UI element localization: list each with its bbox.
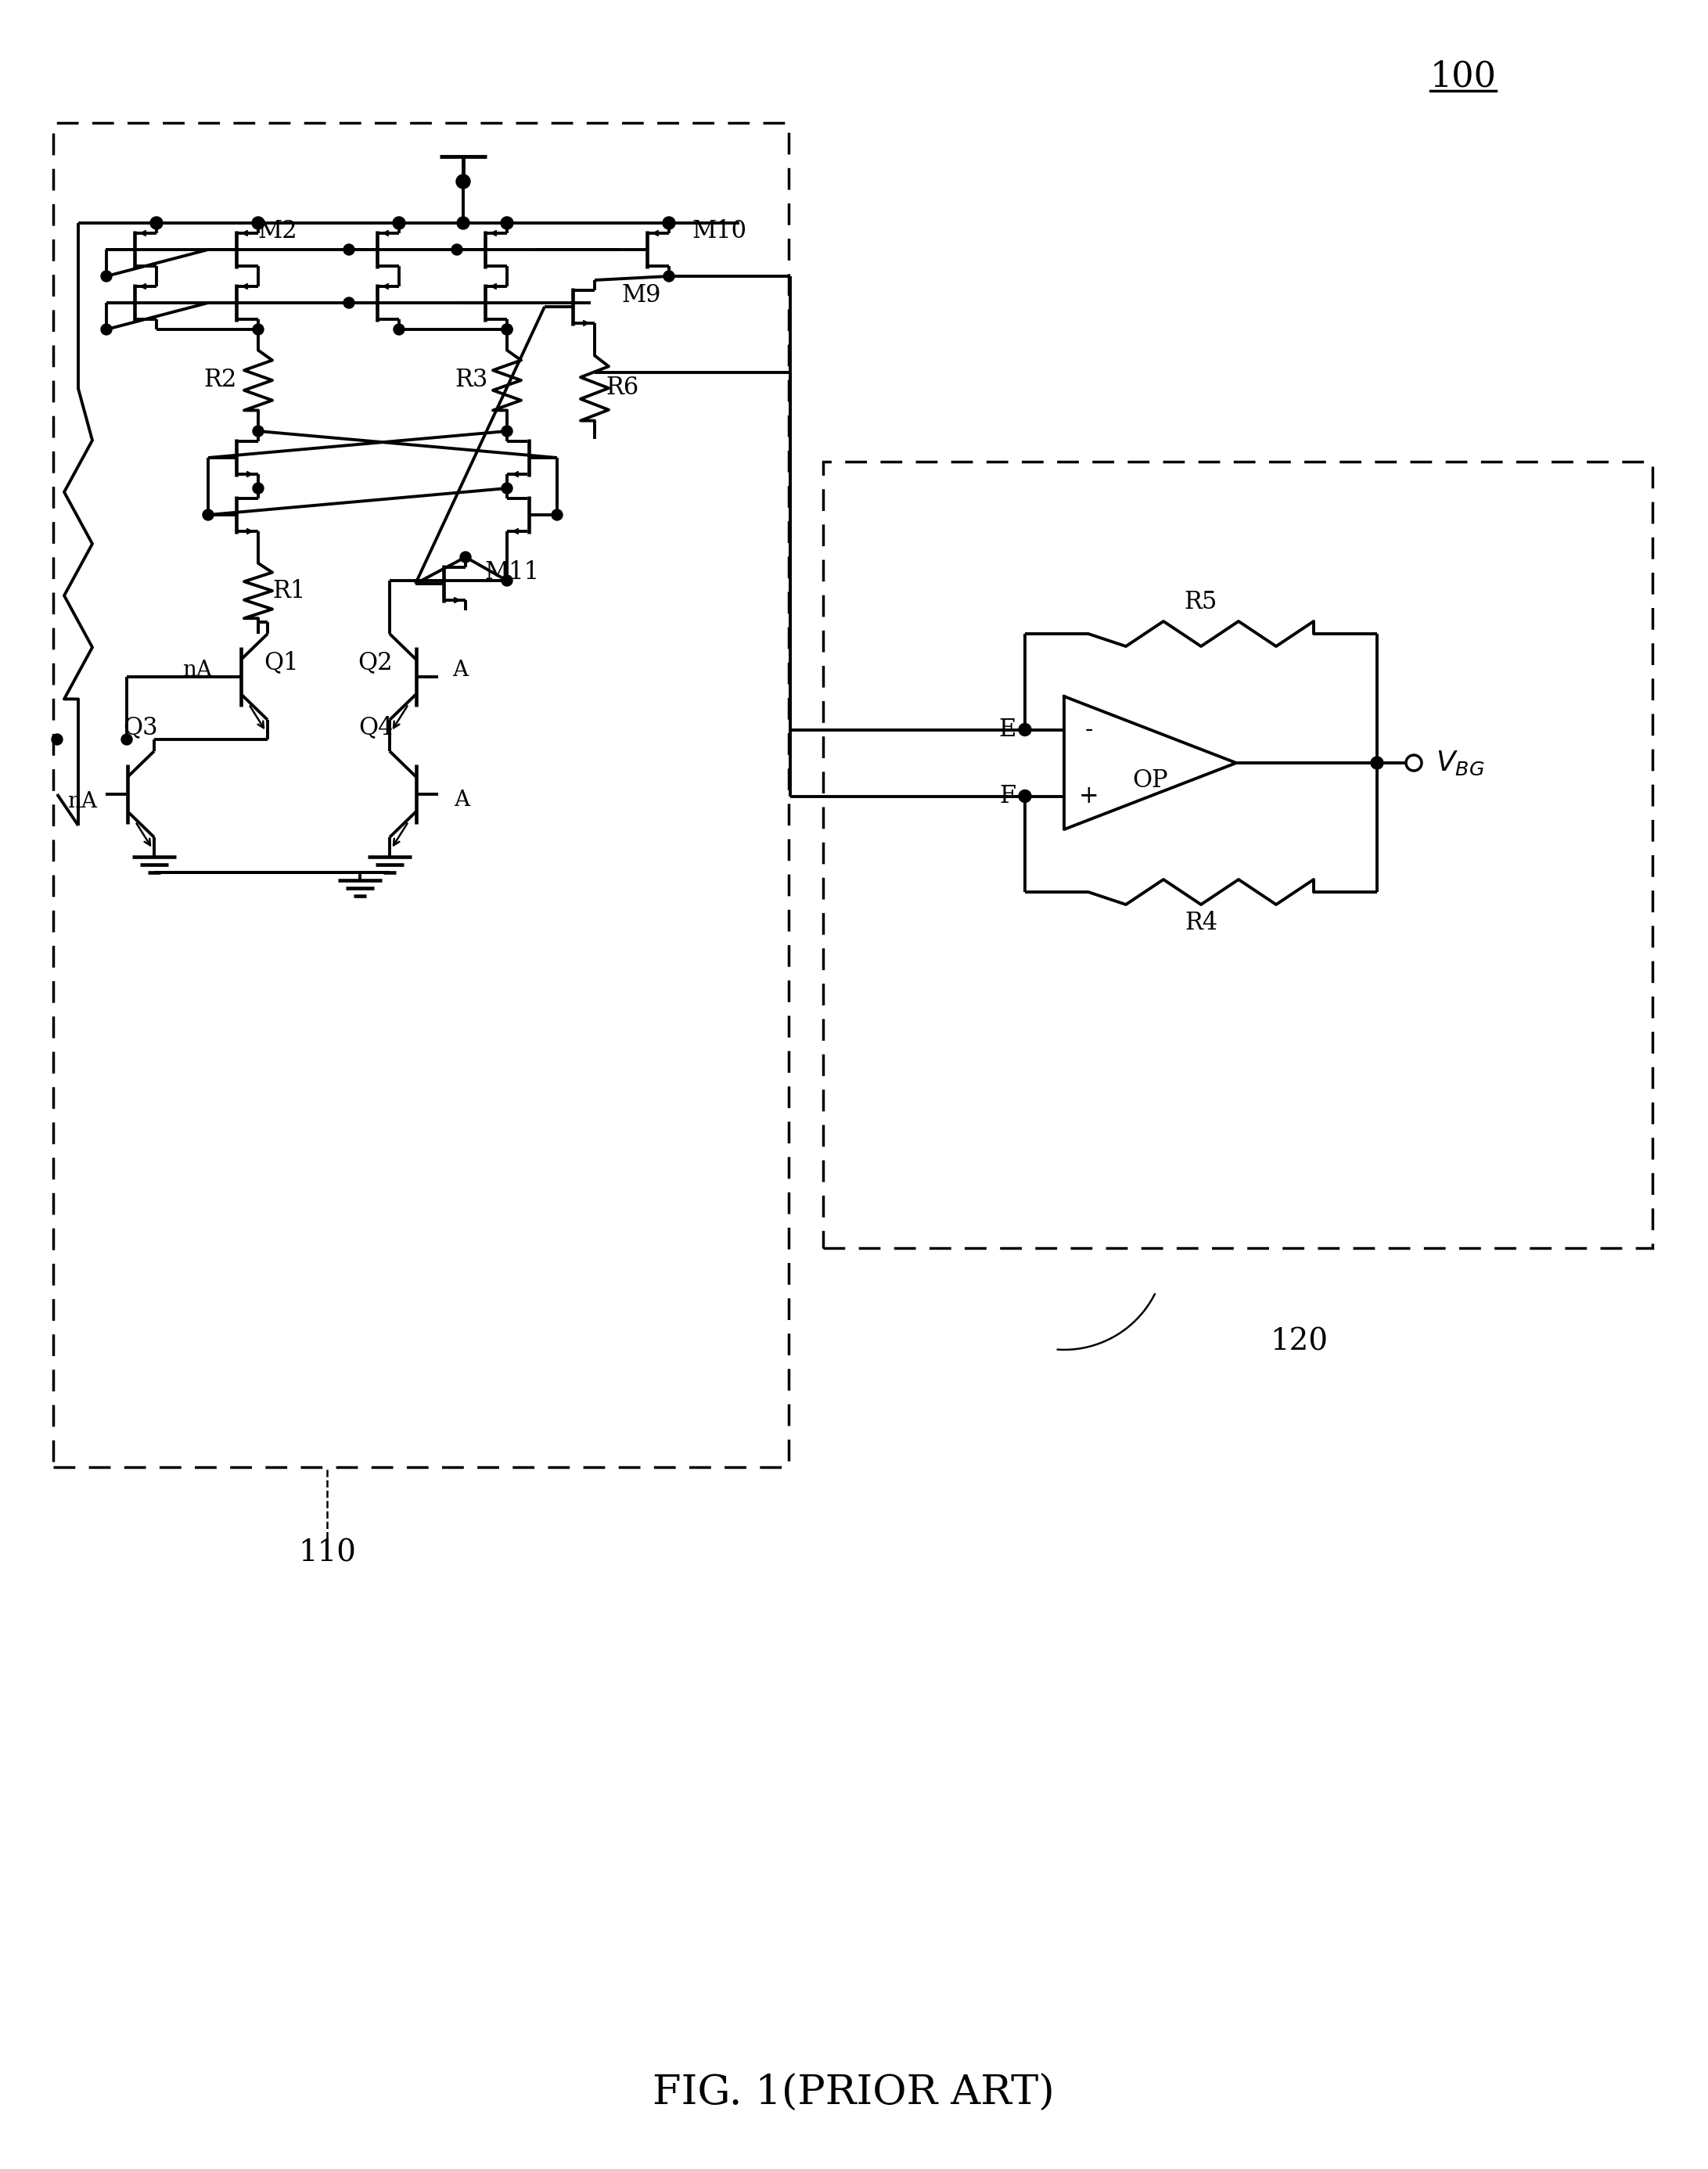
Text: E: E bbox=[999, 718, 1016, 742]
Circle shape bbox=[500, 217, 514, 230]
Text: A: A bbox=[453, 659, 468, 681]
Circle shape bbox=[502, 323, 512, 334]
Text: M10: M10 bbox=[692, 219, 746, 243]
Circle shape bbox=[663, 217, 675, 230]
Circle shape bbox=[253, 323, 263, 334]
Circle shape bbox=[1020, 724, 1030, 735]
Text: F: F bbox=[999, 783, 1016, 809]
Circle shape bbox=[451, 245, 463, 256]
Circle shape bbox=[552, 510, 562, 521]
Text: Q4: Q4 bbox=[359, 716, 393, 740]
Text: Q3: Q3 bbox=[123, 716, 159, 740]
Circle shape bbox=[343, 245, 355, 256]
Text: 120: 120 bbox=[1269, 1327, 1327, 1356]
Circle shape bbox=[502, 484, 512, 495]
Text: 100: 100 bbox=[1430, 61, 1496, 93]
Text: $V_{BG}$: $V_{BG}$ bbox=[1436, 748, 1484, 777]
Text: FIG. 1(PRIOR ART): FIG. 1(PRIOR ART) bbox=[652, 2074, 1054, 2113]
Circle shape bbox=[203, 510, 214, 521]
Circle shape bbox=[51, 733, 63, 744]
Circle shape bbox=[253, 217, 265, 230]
Text: OP: OP bbox=[1132, 768, 1168, 792]
Text: R6: R6 bbox=[606, 375, 639, 401]
Circle shape bbox=[393, 323, 405, 334]
Circle shape bbox=[1020, 792, 1030, 803]
Text: R4: R4 bbox=[1185, 911, 1218, 935]
Bar bbox=[823, 462, 1652, 1247]
Text: nA: nA bbox=[67, 792, 97, 813]
Circle shape bbox=[101, 323, 113, 334]
Circle shape bbox=[101, 271, 113, 282]
Circle shape bbox=[393, 217, 405, 230]
Circle shape bbox=[502, 575, 512, 586]
Text: A: A bbox=[454, 790, 470, 811]
Text: Q2: Q2 bbox=[359, 651, 393, 675]
Text: 110: 110 bbox=[299, 1538, 355, 1568]
Circle shape bbox=[456, 174, 470, 189]
Circle shape bbox=[459, 551, 471, 562]
Text: R5: R5 bbox=[1184, 590, 1218, 614]
Text: M11: M11 bbox=[485, 560, 540, 583]
Circle shape bbox=[458, 217, 470, 230]
Circle shape bbox=[1018, 724, 1032, 735]
Text: M9: M9 bbox=[622, 282, 661, 308]
Text: -: - bbox=[1085, 718, 1093, 742]
Text: Q1: Q1 bbox=[265, 651, 299, 675]
Circle shape bbox=[1018, 790, 1032, 803]
Text: +: + bbox=[1079, 783, 1100, 809]
Bar bbox=[53, 124, 789, 1466]
Circle shape bbox=[253, 425, 263, 436]
Circle shape bbox=[343, 297, 355, 308]
Circle shape bbox=[502, 323, 512, 334]
Text: R2: R2 bbox=[203, 369, 237, 393]
Text: nA: nA bbox=[183, 659, 212, 681]
Text: M2: M2 bbox=[258, 219, 297, 243]
Circle shape bbox=[1372, 757, 1383, 770]
Text: R1: R1 bbox=[273, 579, 306, 603]
Circle shape bbox=[121, 733, 132, 744]
Circle shape bbox=[253, 484, 263, 495]
Circle shape bbox=[150, 217, 162, 230]
Circle shape bbox=[502, 425, 512, 436]
Circle shape bbox=[663, 271, 675, 282]
Text: R3: R3 bbox=[456, 369, 488, 393]
